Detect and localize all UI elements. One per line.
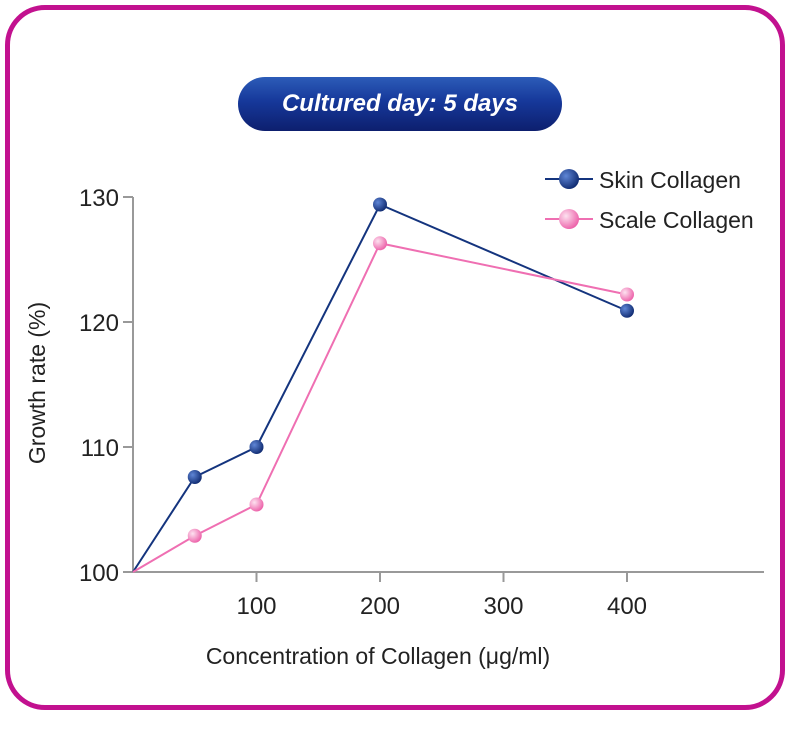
x-axis-label: Concentration of Collagen (μg/ml) xyxy=(206,643,550,669)
series-line-skin xyxy=(132,203,628,573)
data-point-skin-400 xyxy=(620,303,634,318)
series-line-scale xyxy=(132,242,628,573)
y-tick-label-130: 130 xyxy=(79,185,119,212)
data-point-scale-100 xyxy=(249,497,264,512)
data-point-scale-200 xyxy=(373,236,387,251)
legend-skin-label: Skin Collagen xyxy=(599,167,741,193)
x-tick-label-100: 100 xyxy=(236,593,276,620)
legend: Skin Collagen Scale Collagen xyxy=(545,167,754,233)
x-tick-label-200: 200 xyxy=(360,593,400,620)
y-tick-label-100: 100 xyxy=(79,560,119,587)
data-point-skin-100 xyxy=(249,440,264,454)
legend-scale-label: Scale Collagen xyxy=(599,207,754,233)
culture-day-badge: Cultured day: 5 days xyxy=(238,77,562,131)
y-axis-label: Growth rate (%) xyxy=(24,302,50,464)
culture-day-text: Cultured day: 5 days xyxy=(281,90,519,117)
y-tick-label-120: 120 xyxy=(79,310,119,337)
legend-scale-marker xyxy=(559,209,579,229)
x-tick-label-400: 400 xyxy=(607,593,647,620)
data-point-skin-50 xyxy=(187,470,202,484)
x-tick-label-300: 300 xyxy=(483,593,523,620)
data-point-skin-200 xyxy=(373,197,387,212)
data-point-scale-50 xyxy=(187,528,202,543)
data-point-scale-400 xyxy=(620,287,634,302)
legend-skin-marker xyxy=(559,169,579,189)
y-tick-label-110: 110 xyxy=(81,435,119,462)
